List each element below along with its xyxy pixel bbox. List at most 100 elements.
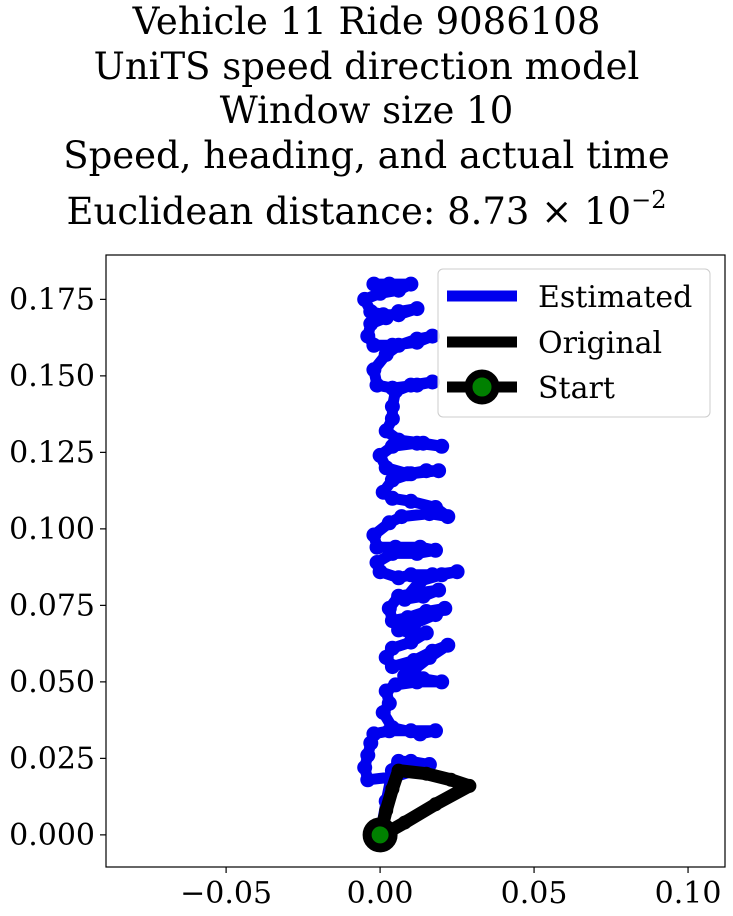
series-original-point	[391, 763, 406, 778]
series-estimated-point	[357, 760, 373, 775]
series-estimated-point	[381, 695, 397, 711]
series-estimated-point	[403, 567, 419, 583]
series-estimated-point	[440, 509, 456, 525]
series-estimated-point	[428, 542, 443, 558]
series-estimated-point	[409, 377, 425, 393]
title-line-4: Speed, heading, and actual time	[63, 133, 670, 177]
series-estimated-point	[424, 567, 440, 583]
y-tick-label: 0.175	[9, 282, 95, 317]
legend-estimated-label: Estimated	[538, 280, 692, 315]
series-estimated-point	[366, 726, 382, 742]
series-original-point	[462, 778, 477, 793]
series-estimated-point	[424, 374, 440, 390]
title-line-1: Vehicle 11 Ride 9086108	[132, 0, 601, 43]
series-estimated-point	[431, 582, 447, 598]
series-estimated-point	[357, 291, 373, 307]
y-axis: 0.000 0.025 0.050 0.075 0.100 0.125 0.150 0.175	[9, 282, 106, 853]
legend: Estimated Original Start	[437, 268, 711, 418]
legend-start-label: Start	[538, 371, 615, 406]
title-line-3: Window size 10	[219, 89, 514, 132]
series-estimated-point	[369, 555, 385, 570]
series-estimated-point	[384, 399, 400, 414]
x-tick-label: 0.05	[501, 876, 568, 911]
legend-frame	[437, 268, 711, 418]
series-estimated-point	[400, 610, 416, 626]
series-estimated-point	[391, 570, 407, 586]
legend-original-label: Original	[538, 326, 662, 361]
series-estimated-point	[366, 527, 382, 543]
series-estimated-point	[384, 640, 400, 656]
chart-title: Vehicle 11 Ride 9086108 UniTS speed dire…	[0, 0, 733, 233]
series-estimated-point	[388, 677, 403, 693]
series-estimated-point	[381, 515, 397, 531]
y-tick-label: 0.125	[9, 435, 95, 470]
title-metric-label: Euclidean distance: 8.73	[66, 190, 530, 233]
series-estimated-point	[412, 539, 428, 555]
series-estimated-point	[431, 463, 447, 479]
title-metric-exponent: −2	[631, 186, 667, 214]
axes-frame	[105, 254, 726, 868]
series-original-point	[379, 803, 394, 818]
series-estimated-point	[415, 671, 431, 687]
series-original-point	[428, 797, 443, 812]
series-estimated-point	[388, 539, 403, 555]
series-estimated-point	[418, 625, 434, 641]
series-original-point	[385, 782, 400, 796]
series-estimated-point	[424, 328, 440, 344]
series-estimated-point	[434, 438, 450, 454]
legend-start-swatch-marker	[464, 369, 500, 405]
series-estimated-point	[384, 337, 400, 353]
series-original-line	[373, 764, 476, 842]
x-tick-label: 0.00	[347, 876, 414, 911]
series-estimated-point	[384, 472, 400, 488]
start-marker	[362, 817, 398, 853]
y-tick-label: 0.075	[9, 588, 95, 623]
title-metric-multiplier: × 10	[541, 190, 632, 233]
series-estimated-point	[378, 423, 394, 439]
series-estimated-point	[449, 564, 465, 580]
series-estimated-point	[360, 747, 376, 763]
series-estimated-point	[418, 463, 434, 479]
series-estimated-point	[363, 304, 379, 320]
series-estimated-point	[415, 435, 431, 451]
series-estimated-point	[397, 591, 413, 607]
series-estimated-point	[391, 307, 407, 323]
series-estimated-point	[437, 600, 453, 616]
series-estimated-point	[372, 447, 388, 463]
series-estimated-point	[391, 432, 407, 448]
series-estimated-point	[360, 772, 376, 788]
series-estimated-point	[415, 588, 431, 604]
x-axis: −0.05 0.00 0.05 0.10	[180, 867, 721, 911]
series-estimated-point	[378, 460, 394, 476]
series-estimated-point	[434, 674, 450, 690]
series-original-point	[419, 766, 434, 781]
y-tick-label: 0.100	[9, 512, 95, 547]
title-line-2: UniTS speed direction model	[93, 44, 640, 88]
series-estimated-point	[428, 500, 443, 515]
series-estimated-point	[381, 600, 397, 616]
series-estimated-point	[418, 604, 434, 619]
series-original-point	[443, 772, 458, 787]
series-estimated-point	[403, 493, 419, 509]
y-tick-label: 0.000	[9, 818, 95, 853]
series-estimated-point	[375, 484, 391, 500]
x-tick-label: 0.10	[655, 876, 722, 911]
x-tick-label: −0.05	[180, 876, 272, 911]
y-tick-label: 0.150	[9, 359, 95, 394]
series-estimated-point	[384, 720, 400, 736]
series-original-point	[397, 815, 412, 830]
title-line-5: Euclidean distance: 8.73 × 10−2	[0, 178, 733, 233]
series-estimated-point	[366, 362, 382, 378]
series-estimated-point	[409, 334, 425, 350]
series-estimated-point	[384, 380, 400, 396]
series-estimated-point	[403, 276, 419, 292]
series-estimated-point	[394, 509, 410, 525]
series-estimated-point	[369, 377, 385, 393]
series-estimated-point	[409, 301, 425, 317]
series-estimated-point	[384, 411, 400, 427]
series-estimated-point	[369, 539, 385, 555]
series-estimated-point	[360, 328, 376, 344]
y-tick-label: 0.050	[9, 665, 95, 700]
series-estimated-point	[440, 637, 456, 653]
